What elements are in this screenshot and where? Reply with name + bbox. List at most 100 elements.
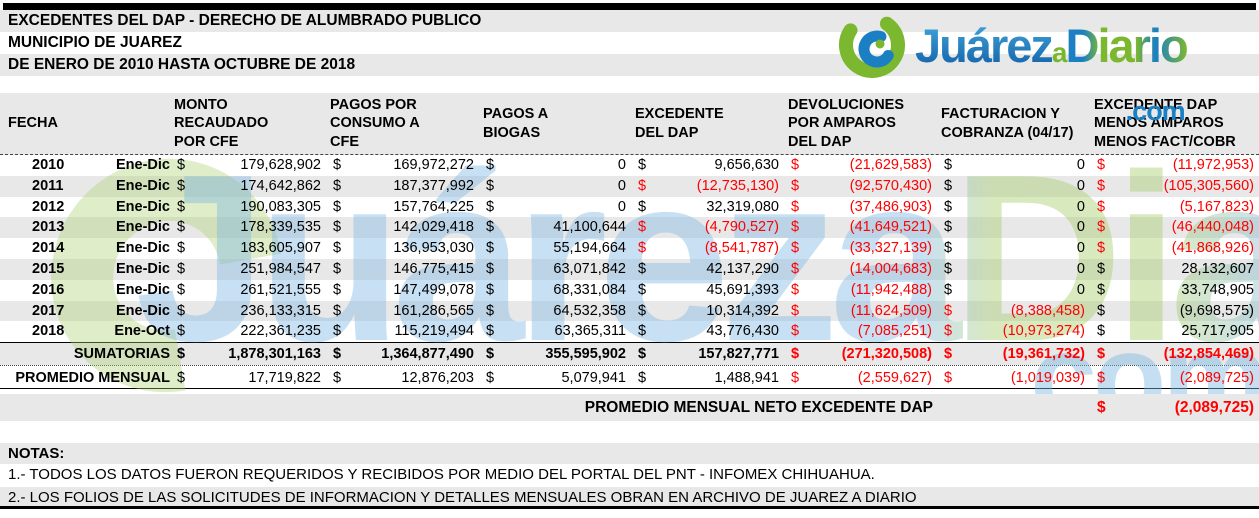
year-cell: 2017 [32,302,65,319]
title-block: EXCEDENTES DEL DAP - DERECHO DE ALUMBRAD… [0,10,1259,76]
currency-symbol: $ [1097,323,1106,340]
period-cell: Ene-Dic [116,281,170,298]
year-cell: 2016 [32,281,65,298]
monto-cell: $251,984,547 [170,259,326,280]
promedio-neto-label: PROMEDIO MENSUAL NETO EXCEDENTE DAP [584,399,933,416]
biogas-cell: $0 [479,176,631,197]
currency-symbol: $ [177,157,186,173]
logo-text-juarez: Juárez [915,18,1054,72]
currency-symbol: $ [944,323,953,340]
currency-symbol: $ [486,177,495,194]
column-header-monto-recaudado: MONTO RECAUDADO POR CFE [174,96,269,150]
excedente-cell: $32,319,080 [631,197,784,218]
monto-cell: $183,605,907 [170,238,326,259]
biogas-cell: $63,071,842 [479,259,631,280]
consumo-cell: $1,364,877,490 [326,343,479,366]
currency-symbol: $ [944,346,953,363]
year-cell: 2015 [32,260,65,277]
document-subtitle-period: DE ENERO DE 2010 HASTA OCTUBRE DE 2018 [0,54,1259,76]
table-header-row: FECHA MONTO RECAUDADO POR CFE PAGOS POR … [0,93,1259,155]
currency-symbol: $ [333,323,342,340]
table-row-2013: 2013 Ene-Dic $178,339,535 $142,029,418 $… [0,217,1259,239]
currency-symbol: $ [486,346,495,363]
currency-symbol: $ [944,370,953,387]
swirl-logo-icon [839,12,905,78]
devoluciones-cell: $ (21,629,583) [784,155,937,176]
neto-cell: $ (132,854,469) [1090,343,1259,366]
table-row-2017: 2017 Ene-Dic $236,133,315 $161,286,565 $… [0,300,1259,322]
year-cell: 2011 [32,177,64,194]
currency-symbol: $ [791,370,800,387]
note-1: 1.- TODOS LOS DATOS FUERON REQUERIDOS Y … [8,466,875,483]
consumo-cell: $136,953,030 [326,238,479,259]
currency-symbol: $ [638,346,647,363]
table-row-2010: 2010 Ene-Dic $179,628,902 $169,972,272 $… [0,155,1259,176]
biogas-cell: $355,595,902 [479,343,631,366]
currency-symbol: $ [177,346,186,363]
neto-cell: $ (5,167,823) [1090,197,1259,218]
currency-symbol: $ [791,157,800,173]
document-title: EXCEDENTES DEL DAP - DERECHO DE ALUMBRAD… [0,10,1259,32]
monto-cell: $222,361,235 [170,321,326,342]
neto-cell: $ (105,305,560) [1090,176,1259,197]
monto-cell: $178,339,535 [170,217,326,238]
currency-symbol: $ [333,177,342,194]
period-cell: Ene-Oct [114,323,170,340]
currency-symbol: $ [1097,177,1106,194]
column-header-devoluciones-amparos: DEVOLUCIONES POR AMPAROS DEL DAP [788,96,905,150]
currency-symbol: $ [1097,302,1106,319]
facturacion-cell: $0 [937,176,1090,197]
table-row-promedio-mensual: PROMEDIO MENSUAL $17,719,822 $12,876,203… [0,365,1259,390]
excedente-cell: $ (8,541,787) [631,238,784,259]
currency-symbol: $ [333,157,342,173]
logo-text-diario: Diario [1065,18,1189,72]
currency-symbol: $ [638,260,647,277]
year-cell: 2012 [32,198,65,215]
currency-symbol: $ [486,260,495,277]
currency-symbol: $ [1097,198,1106,215]
notes-heading: NOTAS: [0,443,1259,464]
currency-symbol: $ [486,302,495,319]
document-subtitle-municipio: MUNICIPIO DE JUAREZ [8,34,182,51]
currency-symbol: $ [177,219,186,236]
currency-symbol: $ [1097,260,1106,277]
logo-text-a: a [1051,36,1068,68]
currency-symbol: $ [944,240,953,257]
monto-cell: $179,628,902 [170,155,326,176]
neto-cell: $28,132,607 [1090,259,1259,280]
currency-symbol: $ [791,240,800,257]
currency-symbol: $ [1097,240,1106,257]
currency-symbol: $ [177,198,186,215]
column-header-pagos-consumo: PAGOS POR CONSUMO A CFE [330,96,420,150]
facturacion-cell: $0 [937,259,1090,280]
currency-symbol: $ [791,281,800,298]
currency-symbol: $ [791,177,800,194]
currency-symbol: $ [638,302,647,319]
currency-symbol: $ [486,323,495,340]
table-row-2014: 2014 Ene-Dic $183,605,907 $136,953,030 $… [0,238,1259,259]
excedente-cell: $45,691,393 [631,280,784,301]
neto-cell: $ (9,698,575) [1090,301,1259,322]
currency-symbol: $ [791,260,800,277]
notes-section: NOTAS: 1.- TODOS LOS DATOS FUERON REQUER… [0,443,1259,509]
table-body: 2010 Ene-Dic $179,628,902 $169,972,272 $… [0,155,1259,390]
biogas-cell: $68,331,084 [479,280,631,301]
excedente-cell: $43,776,430 [631,321,784,342]
currency-symbol: $ [791,302,800,319]
devoluciones-cell: $ (92,570,430) [784,176,937,197]
column-header-excedente-dap: EXCEDENTE DEL DAP [635,105,724,141]
currency-symbol: $ [944,198,953,215]
facturacion-cell: $ (8,388,458) [937,301,1090,322]
neto-cell: $ (41,868,926) [1090,238,1259,259]
note-2: 2.- LOS FOLIOS DE LAS SOLICITUDES DE INF… [0,486,1259,509]
currency-symbol: $ [486,370,495,387]
devoluciones-cell: $ (33,327,139) [784,238,937,259]
currency-symbol: $ [638,157,647,173]
facturacion-cell: $0 [937,238,1090,259]
consumo-cell: $147,499,078 [326,280,479,301]
biogas-cell: $0 [479,197,631,218]
year-cell: 2014 [32,240,65,257]
currency-symbol: $ [1097,370,1106,387]
facturacion-cell: $ (1,019,039) [937,366,1090,390]
currency-symbol: $ [333,260,342,277]
